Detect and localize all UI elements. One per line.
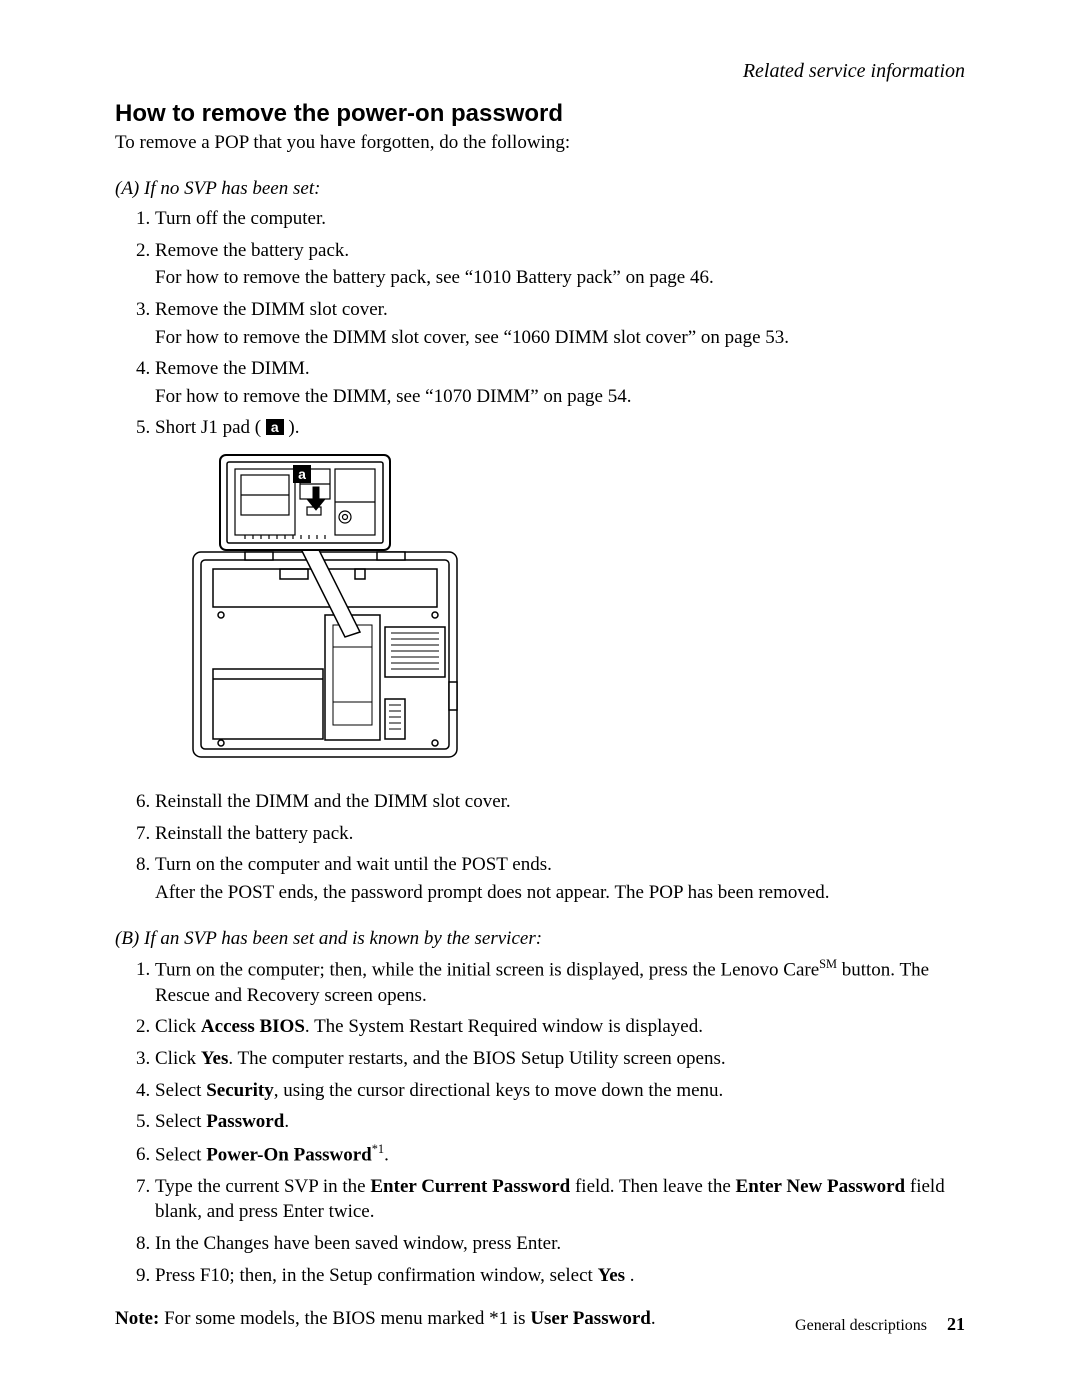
superscript: SM [819, 957, 837, 971]
step-text: . The computer restarts, and the BIOS Se… [228, 1048, 725, 1069]
bold-term: Security [206, 1080, 274, 1101]
step-item: Reinstall the battery pack. [155, 821, 965, 847]
step-text: Click [155, 1016, 201, 1037]
step-item: Remove the battery pack. For how to remo… [155, 238, 965, 291]
step-text: Select [155, 1080, 206, 1101]
bold-term: Yes [201, 1048, 228, 1069]
step-text: Turn on the computer; then, while the in… [155, 959, 819, 980]
step-item: Turn on the computer; then, while the in… [155, 956, 965, 1009]
step-item: Short J1 pad ( a ). [155, 415, 965, 767]
figure-j1-pad: a [185, 447, 915, 767]
footer-chapter: General descriptions [795, 1317, 927, 1334]
step-text: Remove the DIMM. [155, 358, 310, 379]
part-a-heading: (A) If no SVP has been set: [115, 178, 965, 200]
step-text: . [625, 1265, 635, 1286]
step-item: Remove the DIMM. For how to remove the D… [155, 356, 965, 409]
step-item: Reinstall the DIMM and the DIMM slot cov… [155, 789, 965, 815]
step-text: Reinstall the battery pack. [155, 823, 353, 844]
step-item: Click Access BIOS. The System Restart Re… [155, 1014, 965, 1040]
callout-chip-text: a [298, 466, 306, 482]
step-item: Turn on the computer and wait until the … [155, 852, 965, 905]
part-b-heading: (B) If an SVP has been set and is known … [115, 928, 965, 950]
step-text: In the Changes have been saved window, p… [155, 1233, 561, 1254]
step-item: Select Power-On Password*1. [155, 1141, 965, 1168]
step-text: . [284, 1111, 289, 1132]
running-head: Related service information [743, 60, 965, 83]
step-item: Select Security, using the cursor direct… [155, 1078, 965, 1104]
steps-list-b: Turn on the computer; then, while the in… [115, 956, 965, 1289]
note-text: For some models, the BIOS menu marked *1… [159, 1308, 530, 1329]
footer-page-number: 21 [947, 1314, 965, 1334]
step-text: Click [155, 1048, 201, 1069]
superscript: *1 [372, 1142, 384, 1156]
bold-term: Power-On Password [206, 1144, 372, 1165]
step-text: Short J1 pad ( [155, 417, 266, 438]
step-subtext: For how to remove the DIMM slot cover, s… [155, 325, 965, 351]
step-subtext: For how to remove the battery pack, see … [155, 265, 965, 291]
step-text: Turn on the computer and wait until the … [155, 854, 552, 875]
step-item: In the Changes have been saved window, p… [155, 1231, 965, 1257]
step-item: Click Yes. The computer restarts, and th… [155, 1046, 965, 1072]
step-text: Press F10; then, in the Setup confirmati… [155, 1265, 598, 1286]
step-text: . [384, 1144, 389, 1165]
step-text: Remove the DIMM slot cover. [155, 299, 388, 320]
step-subtext: For how to remove the DIMM, see “1070 DI… [155, 384, 965, 410]
note-label: Note: [115, 1308, 159, 1329]
content-body: How to remove the power-on password To r… [115, 100, 965, 1330]
step-text: Remove the battery pack. [155, 240, 349, 261]
step-text: Select [155, 1111, 206, 1132]
bold-term: Enter Current Password [370, 1176, 570, 1197]
step-item: Turn off the computer. [155, 206, 965, 232]
bold-term: Password [206, 1111, 284, 1132]
bold-term: Enter New Password [736, 1176, 906, 1197]
step-text: Select [155, 1144, 206, 1165]
step-item: Type the current SVP in the Enter Curren… [155, 1174, 965, 1225]
step-subtext: After the POST ends, the password prompt… [155, 880, 965, 906]
step-text: Turn off the computer. [155, 208, 326, 229]
diagram-svg: a [185, 447, 465, 767]
bold-term: User Password [530, 1308, 651, 1329]
note-text: . [651, 1308, 656, 1329]
step-text: . The System Restart Required window is … [305, 1016, 703, 1037]
page: Related service information How to remov… [0, 0, 1080, 1397]
steps-list-a: Turn off the computer. Remove the batter… [115, 206, 965, 906]
intro-text: To remove a POP that you have forgotten,… [115, 132, 965, 154]
step-text: field. Then leave the [570, 1176, 735, 1197]
step-item: Press F10; then, in the Setup confirmati… [155, 1263, 965, 1289]
page-footer: General descriptions 21 [795, 1314, 965, 1335]
bold-term: Yes [598, 1265, 625, 1286]
section-title: How to remove the power-on password [115, 100, 965, 128]
bold-term: Access BIOS [201, 1016, 305, 1037]
step-item: Select Password. [155, 1109, 965, 1135]
step-text: ). [284, 417, 300, 438]
step-item: Remove the DIMM slot cover. For how to r… [155, 297, 965, 350]
step-text: Type the current SVP in the [155, 1176, 370, 1197]
step-text: , using the cursor directional keys to m… [274, 1080, 724, 1101]
step-text: Reinstall the DIMM and the DIMM slot cov… [155, 791, 511, 812]
callout-label-inline: a [266, 419, 284, 435]
